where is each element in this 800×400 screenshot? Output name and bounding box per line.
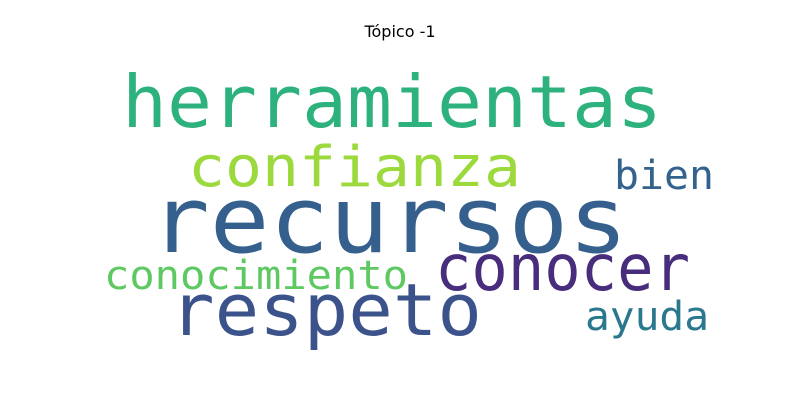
word-ayuda: ayuda bbox=[585, 294, 709, 340]
word-confianza: confianza bbox=[188, 135, 521, 200]
word-bien: bien bbox=[614, 153, 714, 199]
word-herramientas: herramientas bbox=[122, 60, 662, 144]
chart-title: Tópico -1 bbox=[364, 22, 436, 41]
word-recursos: recursos bbox=[150, 167, 628, 274]
word-respeto: respeto bbox=[170, 268, 482, 352]
word-conocer: conocer bbox=[435, 232, 690, 306]
word-conocimiento: conocimiento bbox=[104, 253, 408, 299]
